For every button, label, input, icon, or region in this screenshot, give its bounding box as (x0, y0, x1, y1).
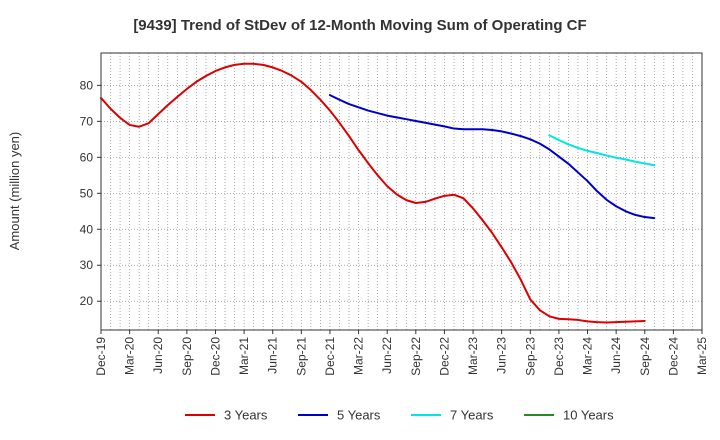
legend: 3 Years 5 Years 7 Years 10 Years (185, 408, 614, 423)
x-tick-label: Jun-22 (380, 337, 394, 374)
series-line-3-years (100, 62, 646, 324)
legend-label: 3 Years (224, 408, 268, 423)
x-tick-label: Sep-23 (523, 337, 537, 376)
x-tick-label: Dec-21 (323, 337, 337, 376)
x-tick-label: Mar-23 (466, 337, 480, 375)
chart-title: [9439] Trend of StDev of 12-Month Moving… (133, 17, 586, 34)
legend-item-10-years: 10 Years (524, 408, 614, 423)
x-tick-label: Sep-20 (180, 337, 194, 376)
plot-border (100, 52, 703, 331)
x-tick-label: Jun-23 (495, 337, 509, 374)
series-line-5-years (328, 94, 656, 220)
x-tick-label: Mar-25 (695, 337, 709, 375)
legend-label: 7 Years (450, 408, 494, 423)
y-tick-label: 70 (80, 114, 94, 128)
x-tick-label: Mar-22 (352, 337, 366, 375)
x-tick-label: Dec-20 (208, 337, 222, 376)
x-tick-label: Mar-21 (237, 337, 251, 375)
y-tick-label: 60 (80, 150, 94, 164)
x-tick-label: Jun-20 (151, 337, 165, 374)
y-tick-label: 30 (80, 258, 94, 272)
x-tick-label: Dec-22 (437, 337, 451, 376)
y-tick-label: 50 (80, 186, 94, 200)
x-tick-label: Mar-24 (581, 337, 595, 375)
legend-label: 5 Years (337, 408, 381, 423)
y-tick-label: 20 (80, 294, 94, 308)
series-layer (100, 62, 656, 324)
y-axis-label: Amount (million yen) (7, 132, 22, 251)
legend-item-3-years: 3 Years (185, 408, 268, 423)
x-tick-label: Jun-21 (266, 337, 280, 374)
x-axis-ticks: Dec-19 Mar-20 Jun-20 Sep-20 Dec-20 Mar-21 Jun-… (94, 330, 709, 376)
legend-item-5-years: 5 Years (298, 408, 381, 423)
x-tick-label: Dec-19 (94, 337, 108, 376)
x-tick-label: Dec-24 (666, 337, 680, 376)
y-axis-ticks: 20 30 40 50 60 70 80 (80, 78, 101, 308)
legend-label: 10 Years (563, 408, 614, 423)
grid-layer (101, 53, 702, 330)
x-tick-label: Sep-21 (294, 337, 308, 376)
x-tick-label: Sep-24 (638, 337, 652, 376)
x-tick-label: Jun-24 (609, 337, 623, 374)
x-tick-label: Dec-23 (552, 337, 566, 376)
x-tick-label: Mar-20 (123, 337, 137, 375)
series-line-7-years (548, 134, 656, 167)
y-tick-label: 40 (80, 222, 94, 236)
y-tick-label: 80 (80, 78, 94, 92)
x-tick-label: Sep-22 (409, 337, 423, 376)
legend-item-7-years: 7 Years (411, 408, 494, 423)
plot-area (100, 52, 703, 331)
plot-frame (101, 53, 702, 330)
